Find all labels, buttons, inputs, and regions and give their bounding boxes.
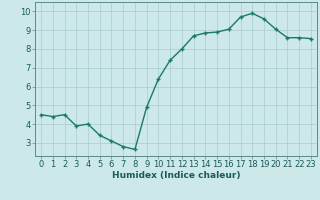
X-axis label: Humidex (Indice chaleur): Humidex (Indice chaleur) (112, 171, 240, 180)
